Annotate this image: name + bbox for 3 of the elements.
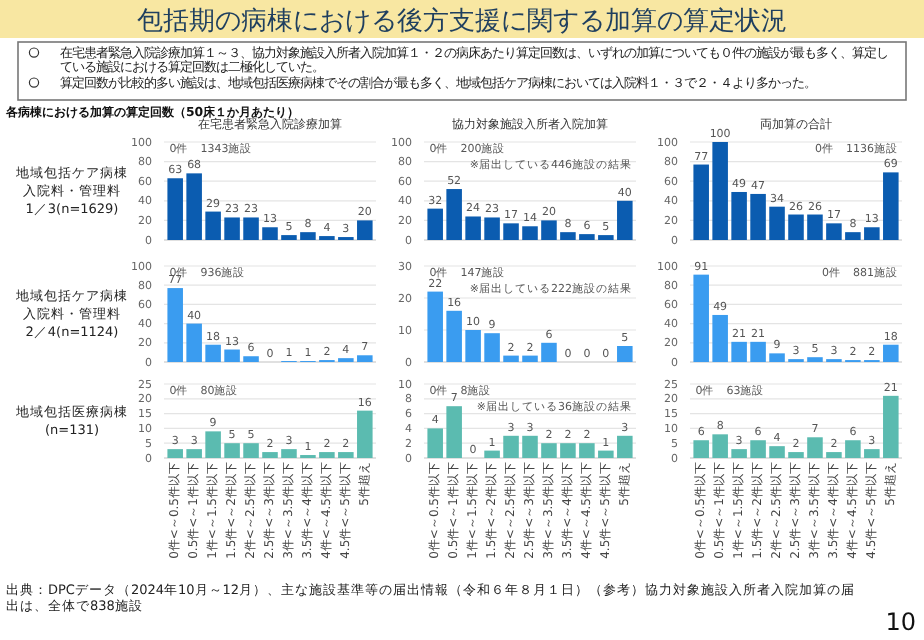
text: 10 (885, 608, 916, 636)
text: 包括期の病棟における後方支援に関する加算の算定状況 (137, 5, 787, 37)
bar (617, 346, 633, 362)
